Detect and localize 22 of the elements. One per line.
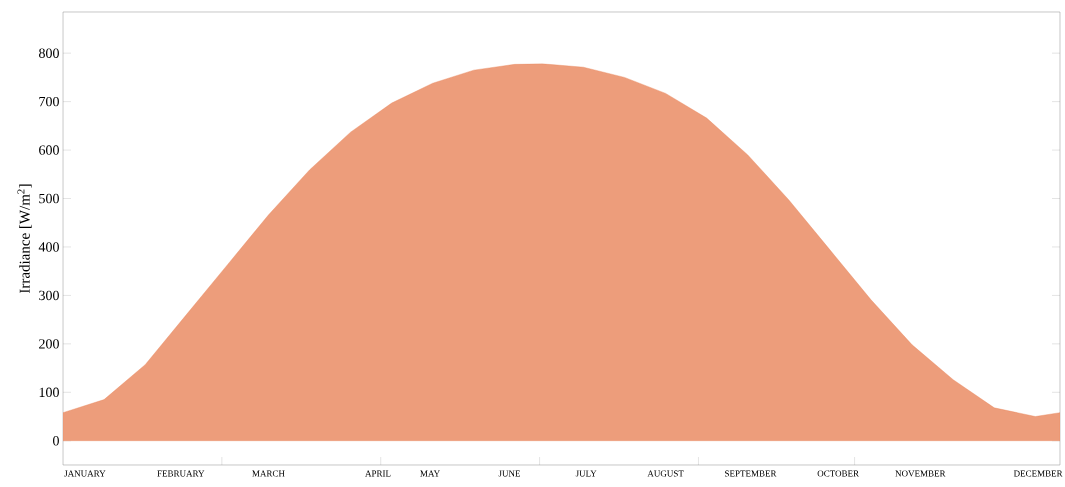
x-tick-label: FEBRUARY bbox=[157, 470, 205, 477]
x-tick-label: JUNE bbox=[498, 470, 521, 477]
x-tick-label: SEPTEMBER bbox=[725, 470, 777, 477]
x-tick-label: JULY bbox=[575, 470, 597, 477]
x-tick-label: MARCH bbox=[252, 470, 285, 477]
y-tick-label: 100 bbox=[39, 387, 59, 398]
y-tick-label: 300 bbox=[39, 290, 59, 301]
x-tick-label: APRIL bbox=[365, 470, 391, 477]
y-tick-label: 600 bbox=[39, 145, 59, 155]
x-tick-label: NOVEMBER bbox=[895, 470, 946, 477]
x-tick-label: AUGUST bbox=[647, 470, 684, 477]
y-tick-label: 500 bbox=[39, 193, 59, 204]
y-tick-label: 400 bbox=[38, 242, 59, 252]
y-axis-title: Irradiance [W/m$^{2}$] bbox=[17, 184, 32, 294]
y-tick-label: 800 bbox=[39, 48, 59, 58]
y-tick-label: 200 bbox=[39, 339, 59, 349]
x-tick-label: JANUARY bbox=[64, 470, 106, 477]
y-tick-label: 700 bbox=[39, 96, 59, 107]
x-tick-label: MAY bbox=[420, 470, 440, 477]
x-tick-label: DECEMBER bbox=[1013, 470, 1063, 477]
x-tick-label: OCTOBER bbox=[817, 470, 860, 477]
y-tick-label: 0 bbox=[53, 436, 59, 446]
